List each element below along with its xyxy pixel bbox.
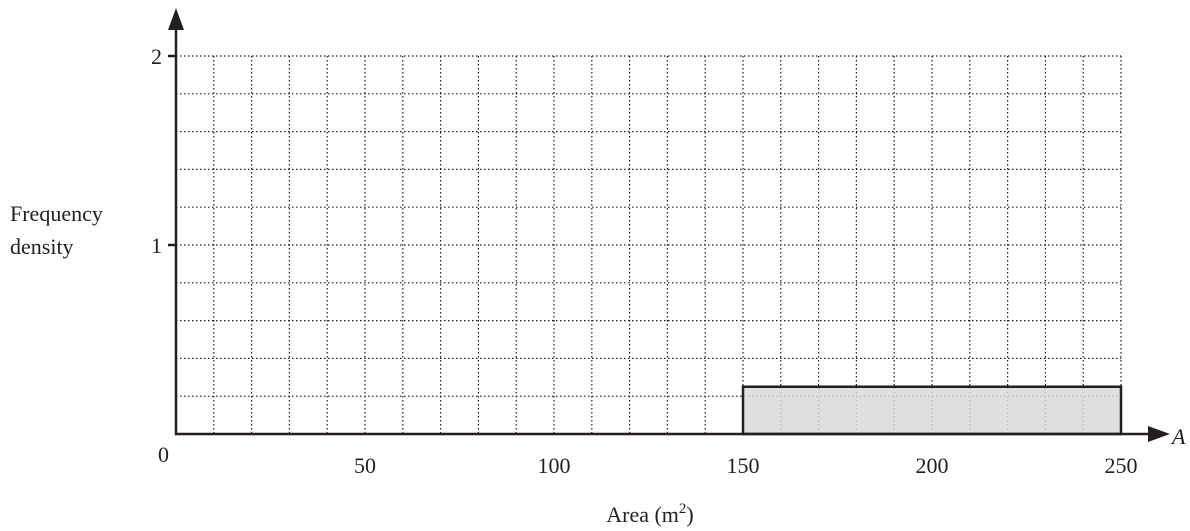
y-axis-arrow-icon <box>168 8 184 30</box>
y-axis-label-line1: Frequency <box>10 201 103 226</box>
x-axis-symbol: A <box>1170 424 1186 449</box>
x-tick-label: 200 <box>916 453 949 478</box>
y-tick-label: 1 <box>151 233 162 258</box>
origin-label: 0 <box>158 442 169 467</box>
x-tick-label: 100 <box>538 453 571 478</box>
axes <box>168 8 1170 442</box>
y-tick-label: 2 <box>151 44 162 69</box>
x-tick-label: 250 <box>1105 453 1138 478</box>
y-axis-label-line2: density <box>10 234 74 259</box>
grid <box>176 55 1122 434</box>
histogram-bar-1 <box>741 385 1123 436</box>
x-tick-label: 150 <box>727 453 760 478</box>
bars <box>741 385 1123 436</box>
x-axis-arrow-icon <box>1148 426 1170 442</box>
x-axis-label: Area (m2) <box>606 501 694 527</box>
x-tick-label: 50 <box>354 453 376 478</box>
